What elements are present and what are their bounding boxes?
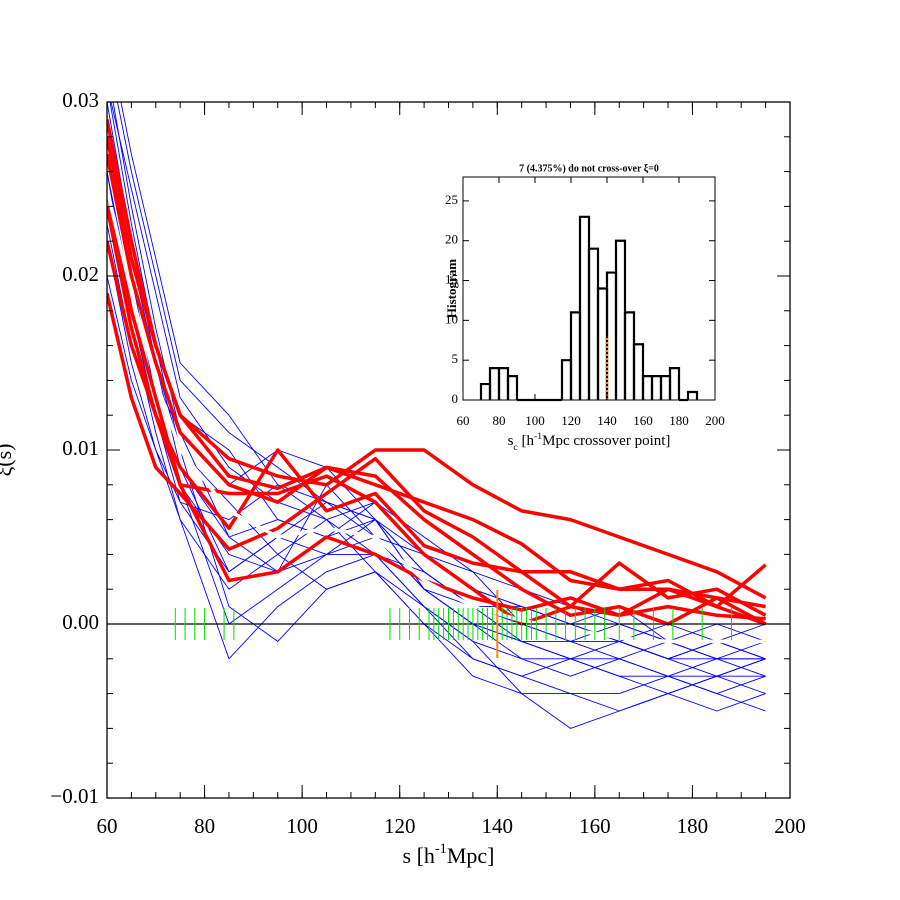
x-tick-label: 120 [561, 413, 581, 428]
y-tick-label: 0.01 [62, 436, 99, 460]
x-tick-label: 180 [669, 413, 689, 428]
series-line [107, 241, 766, 695]
histogram-step [668, 367, 681, 400]
y-tick-label: 25 [445, 192, 458, 207]
x-tick-label: 180 [677, 814, 709, 838]
x-tick-label: 60 [97, 814, 118, 838]
axis-label: s [h-1Mpc] [403, 841, 495, 868]
x-tick-label: 80 [194, 814, 215, 838]
series-line [107, 153, 767, 609]
axis-label-part: [h [518, 433, 535, 449]
y-tick-label: 5 [452, 351, 459, 366]
x-tick-label: 160 [579, 814, 611, 838]
axis-label-part: c [513, 442, 518, 453]
x-tick-label: 80 [493, 413, 506, 428]
histogram-step [506, 375, 519, 400]
y-tick-label: 20 [445, 232, 458, 247]
x-tick-label: 160 [633, 413, 653, 428]
y-tick-label: 0.02 [62, 262, 99, 286]
y-tick-label: 15 [445, 272, 458, 287]
x-tick-label: 200 [705, 413, 725, 428]
histogram-step [632, 343, 645, 400]
x-tick-label: 140 [482, 814, 514, 838]
y-tick-label: 0.00 [62, 610, 99, 634]
axis-label-part: -1 [534, 431, 542, 442]
axis-label-part: s [h [403, 843, 435, 868]
y-tick-label: 10 [445, 311, 458, 326]
inset-title: 7 (4.375%) do not cross-over ξ=0 [519, 163, 659, 174]
y-axis-label: Histogram [444, 259, 459, 318]
x-tick-label: 100 [525, 413, 545, 428]
series-line [107, 136, 767, 626]
x-tick-label: 120 [384, 814, 416, 838]
axis-label-part: -1 [435, 841, 447, 857]
axis-label-part: Mpc crossover point] [542, 433, 670, 449]
series-line [107, 188, 766, 644]
axis-label: sc [h-1Mpc crossover point] [508, 431, 671, 453]
y-tick-label: 0 [452, 391, 459, 406]
x-tick-label: 60 [457, 413, 470, 428]
x-tick-label: 140 [597, 413, 617, 428]
histogram-step [686, 390, 699, 400]
inset-frame [462, 176, 716, 401]
y-tick-label: −0.01 [50, 784, 99, 808]
series-line [107, 206, 767, 617]
y-tick-label: 0.03 [62, 88, 99, 112]
axis-label-part: Mpc] [447, 843, 495, 868]
series-line [107, 293, 766, 609]
x-tick-label: 200 [774, 814, 806, 838]
y-axis-label: ξ(s) [0, 443, 16, 476]
plot-area [107, 102, 790, 729]
series-line [107, 240, 766, 621]
axis-label-part: s [508, 433, 514, 449]
series-line [107, 275, 766, 677]
x-tick-label: 100 [286, 814, 318, 838]
